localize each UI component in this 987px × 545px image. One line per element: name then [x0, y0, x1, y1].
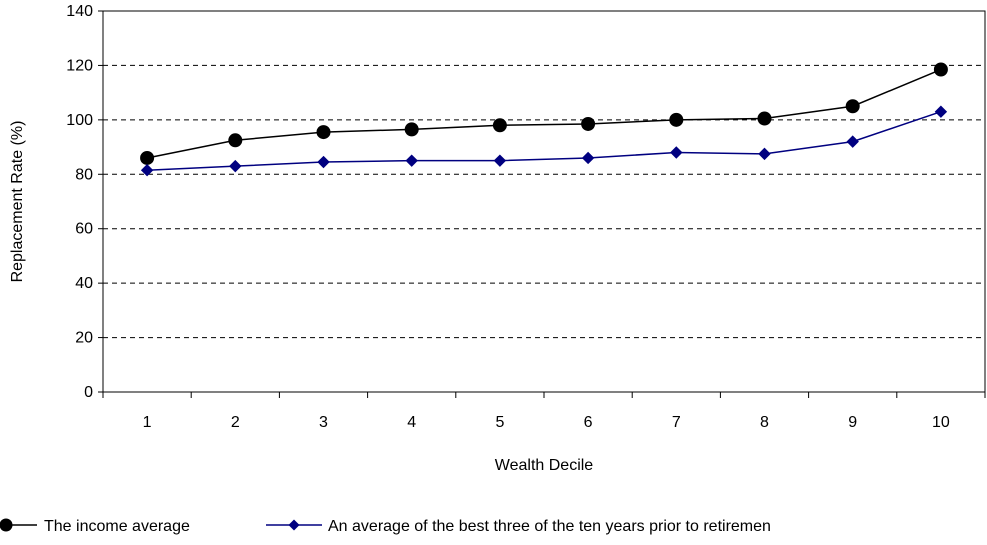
- data-point-circle: [669, 112, 684, 127]
- x-axis-tick-labels: 1 2 3 4 5 6 7 8 9 10: [143, 414, 950, 431]
- legend-label: The income average: [44, 518, 190, 535]
- y-tick-label: 0: [84, 384, 93, 401]
- x-tick-label: 1: [143, 414, 152, 431]
- data-point-diamond: [140, 163, 154, 177]
- data-point-circle: [845, 99, 860, 114]
- data-point-diamond: [846, 135, 859, 148]
- legend-diamond-marker: [288, 519, 300, 531]
- legend-item-income-average: The income average: [0, 518, 190, 535]
- data-point-circle: [316, 125, 331, 140]
- x-tick-label: 2: [231, 414, 240, 431]
- axis-ticks: [98, 10, 986, 398]
- y-tick-label: 40: [75, 275, 93, 292]
- data-point-circle: [404, 122, 419, 137]
- x-tick-label: 5: [495, 414, 504, 431]
- x-tick-label: 4: [407, 414, 416, 431]
- data-point-circle: [933, 62, 948, 77]
- y-tick-label: 20: [75, 330, 93, 347]
- series-line: [147, 110, 942, 171]
- x-axis-title: Wealth Decile: [495, 457, 594, 474]
- x-tick-label: 9: [848, 414, 857, 431]
- gridlines: [103, 64, 985, 339]
- x-tick-label: 6: [584, 414, 593, 431]
- series-1: [140, 105, 948, 177]
- data-point-diamond: [317, 155, 330, 169]
- data-point-circle: [757, 111, 772, 126]
- legend-item-best-three-average: An average of the best three of the ten …: [266, 518, 771, 535]
- series-line: [146, 68, 942, 159]
- data-point-circle: [581, 116, 596, 131]
- plot-area-frame: [102, 10, 986, 393]
- y-tick-label: 60: [75, 221, 93, 238]
- data-point-diamond: [581, 151, 595, 165]
- data-point-diamond: [670, 146, 683, 159]
- y-tick-label: 120: [66, 57, 93, 74]
- legend: The income average An average of the bes…: [0, 518, 771, 535]
- x-tick-label: 7: [672, 414, 681, 431]
- data-point-diamond: [405, 154, 418, 167]
- legend-circle-marker: [0, 518, 13, 532]
- series-lines: [140, 62, 948, 177]
- data-point-diamond: [229, 159, 242, 173]
- legend-label: An average of the best three of the ten …: [328, 518, 771, 535]
- data-point-diamond: [934, 105, 948, 118]
- data-point-circle: [228, 133, 243, 148]
- y-tick-label: 140: [66, 3, 93, 20]
- data-point-diamond: [493, 154, 507, 167]
- x-tick-label: 10: [932, 414, 950, 431]
- x-tick-label: 8: [760, 414, 769, 431]
- data-point-diamond: [758, 147, 771, 161]
- y-tick-label: 80: [75, 166, 93, 183]
- x-tick-label: 3: [319, 414, 328, 431]
- y-axis-title: Replacement Rate (%): [9, 121, 26, 283]
- y-axis-tick-labels: 0 20 40 60 80 100 120 140: [66, 3, 93, 401]
- data-point-circle: [492, 118, 507, 133]
- y-tick-label: 100: [66, 112, 93, 129]
- series-0: [140, 62, 948, 165]
- data-point-circle: [140, 150, 155, 165]
